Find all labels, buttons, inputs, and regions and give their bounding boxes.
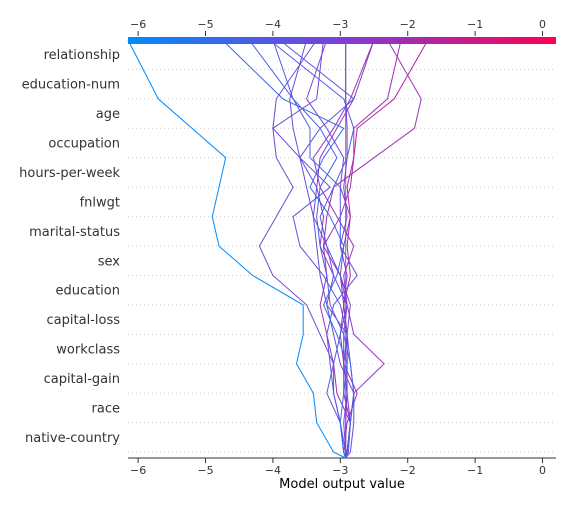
top-tick-label: −1 [467, 18, 483, 31]
decision-line [222, 39, 348, 459]
decision-line [272, 39, 351, 459]
bottom-tick-label: −1 [467, 464, 483, 477]
feature-labels: relationship education-num age occupation ho… [19, 48, 120, 446]
top-tick-label: −2 [400, 18, 416, 31]
bottom-tick-label: 0 [539, 464, 546, 477]
top-tick-label: −6 [130, 18, 146, 31]
top-tick-label: −4 [265, 18, 281, 31]
feature-label: capital-gain [44, 372, 120, 387]
decision-line [269, 39, 355, 458]
feature-label: relationship [44, 48, 120, 63]
feature-label: workclass [56, 343, 120, 358]
bottom-tick-label: −6 [130, 464, 146, 477]
bottom-axis-ticks: −6 −5 −4 −3 −2 −1 0 [130, 458, 546, 477]
top-tick-label: −3 [332, 18, 348, 31]
x-axis-title: Model output value [279, 477, 405, 492]
feature-label: education [55, 284, 120, 299]
feature-label: race [92, 401, 120, 416]
feature-label: fnlwgt [80, 195, 120, 210]
feature-label: age [96, 107, 120, 122]
feature-label: marital-status [29, 225, 120, 240]
bottom-tick-label: −4 [265, 464, 281, 477]
gridlines [128, 68, 556, 453]
feature-label: occupation [48, 137, 120, 152]
decision-line [289, 39, 355, 459]
feature-label: native-country [25, 431, 120, 446]
decision-lines [127, 39, 429, 459]
bottom-tick-label: −5 [197, 464, 213, 477]
bottom-tick-label: −3 [332, 464, 348, 477]
top-tick-label: 0 [539, 18, 546, 31]
decision-line [127, 39, 346, 459]
feature-label: capital-loss [47, 313, 121, 328]
bottom-tick-label: −2 [400, 464, 416, 477]
top-colorbar [128, 37, 556, 44]
decision-line [272, 39, 358, 459]
colorbar-strip [128, 37, 556, 44]
top-axis-ticks: −6 −5 −4 −3 −2 −1 0 [130, 18, 546, 36]
feature-label: sex [98, 254, 121, 269]
feature-label: education-num [22, 78, 120, 93]
feature-label: hours-per-week [19, 166, 120, 181]
top-tick-label: −5 [197, 18, 213, 31]
decision-line [248, 39, 355, 459]
